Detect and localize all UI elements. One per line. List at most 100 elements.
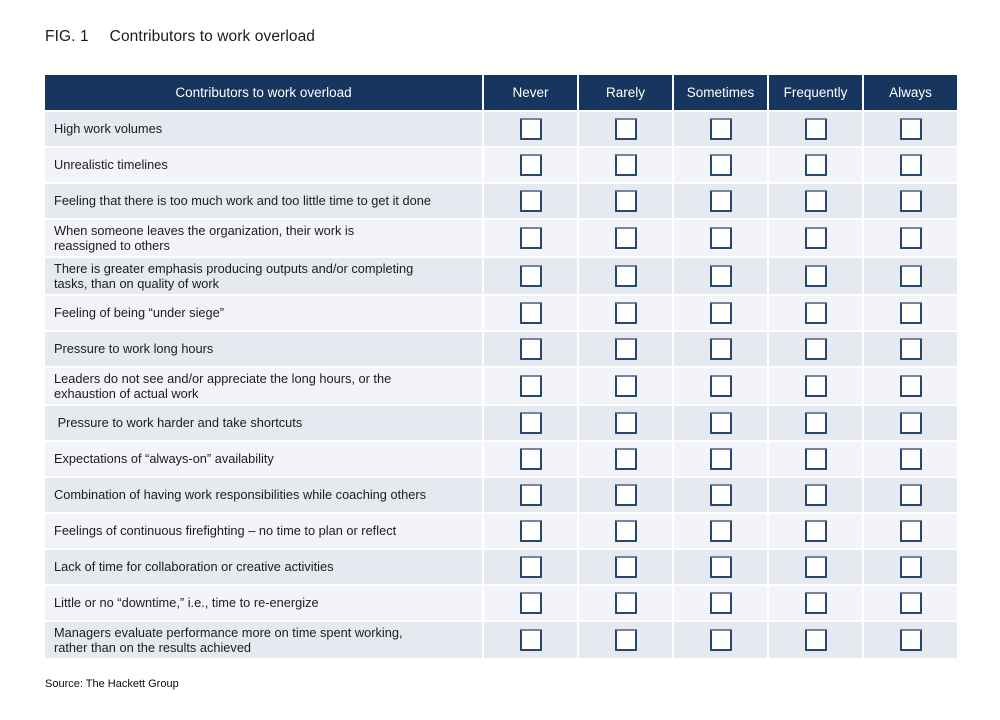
option-cell-frequently: [767, 332, 862, 366]
checkbox-r10-rarely[interactable]: [614, 448, 637, 470]
option-cell-always: [862, 258, 957, 294]
checkbox-r15-frequently[interactable]: [804, 629, 827, 651]
checkbox-r10-frequently[interactable]: [804, 448, 827, 470]
checkbox-r5-sometimes[interactable]: [709, 265, 732, 287]
checkbox-r9-never[interactable]: [519, 412, 542, 434]
checkbox-r8-frequently[interactable]: [804, 375, 827, 397]
checkbox-r11-frequently[interactable]: [804, 484, 827, 506]
checkbox-r6-frequently[interactable]: [804, 302, 827, 324]
row-label: Expectations of “always-on” availability: [54, 451, 274, 467]
checkbox-r1-sometimes[interactable]: [709, 118, 732, 140]
checkbox-r4-rarely[interactable]: [614, 227, 637, 249]
checkbox-r7-rarely[interactable]: [614, 338, 637, 360]
checkbox-r2-rarely[interactable]: [614, 154, 637, 176]
checkbox-r14-always[interactable]: [899, 592, 922, 614]
checkbox-r6-always[interactable]: [899, 302, 922, 324]
checkbox-r3-never[interactable]: [519, 190, 542, 212]
checkbox-r15-never[interactable]: [519, 629, 542, 651]
checkbox-r8-never[interactable]: [519, 375, 542, 397]
checkbox-r10-sometimes[interactable]: [709, 448, 732, 470]
checkbox-r6-never[interactable]: [519, 302, 542, 324]
checkbox-r2-never[interactable]: [519, 154, 542, 176]
checkbox-r2-always[interactable]: [899, 154, 922, 176]
checkbox-r13-sometimes[interactable]: [709, 556, 732, 578]
checkbox-r11-never[interactable]: [519, 484, 542, 506]
checkbox-r14-sometimes[interactable]: [709, 592, 732, 614]
checkbox-r10-always[interactable]: [899, 448, 922, 470]
checkbox-r9-rarely[interactable]: [614, 412, 637, 434]
option-cell-never: [482, 622, 577, 658]
checkbox-r7-never[interactable]: [519, 338, 542, 360]
checkbox-r3-sometimes[interactable]: [709, 190, 732, 212]
checkbox-r4-always[interactable]: [899, 227, 922, 249]
option-cell-sometimes: [672, 258, 767, 294]
option-cell-frequently: [767, 550, 862, 584]
checkbox-r2-frequently[interactable]: [804, 154, 827, 176]
checkbox-r12-frequently[interactable]: [804, 520, 827, 542]
checkbox-r3-always[interactable]: [899, 190, 922, 212]
row-label: Feeling of being “under siege”: [54, 305, 225, 321]
checkbox-r3-frequently[interactable]: [804, 190, 827, 212]
option-cell-never: [482, 220, 577, 256]
checkbox-r14-never[interactable]: [519, 592, 542, 614]
checkbox-r6-sometimes[interactable]: [709, 302, 732, 324]
checkbox-r8-sometimes[interactable]: [709, 375, 732, 397]
checkbox-r12-always[interactable]: [899, 520, 922, 542]
checkbox-r9-frequently[interactable]: [804, 412, 827, 434]
checkbox-r4-never[interactable]: [519, 227, 542, 249]
checkbox-r14-frequently[interactable]: [804, 592, 827, 614]
checkbox-r13-rarely[interactable]: [614, 556, 637, 578]
checkbox-r1-rarely[interactable]: [614, 118, 637, 140]
checkbox-r7-always[interactable]: [899, 338, 922, 360]
option-cell-frequently: [767, 514, 862, 548]
checkbox-r6-rarely[interactable]: [614, 302, 637, 324]
checkbox-r15-rarely[interactable]: [614, 629, 637, 651]
checkbox-r5-rarely[interactable]: [614, 265, 637, 287]
row-label: Pressure to work long hours: [54, 341, 214, 357]
option-cell-sometimes: [672, 220, 767, 256]
checkbox-r8-rarely[interactable]: [614, 375, 637, 397]
checkbox-r3-rarely[interactable]: [614, 190, 637, 212]
checkbox-r5-frequently[interactable]: [804, 265, 827, 287]
checkbox-r15-sometimes[interactable]: [709, 629, 732, 651]
checkbox-r5-never[interactable]: [519, 265, 542, 287]
checkbox-r4-frequently[interactable]: [804, 227, 827, 249]
checkbox-r11-rarely[interactable]: [614, 484, 637, 506]
checkbox-r9-sometimes[interactable]: [709, 412, 732, 434]
checkbox-r11-always[interactable]: [899, 484, 922, 506]
checkbox-r12-never[interactable]: [519, 520, 542, 542]
option-cell-never: [482, 368, 577, 404]
checkbox-r8-always[interactable]: [899, 375, 922, 397]
option-cell-frequently: [767, 478, 862, 512]
checkbox-r4-sometimes[interactable]: [709, 227, 732, 249]
checkbox-r12-rarely[interactable]: [614, 520, 637, 542]
checkbox-r1-always[interactable]: [899, 118, 922, 140]
option-cell-frequently: [767, 112, 862, 146]
checkbox-r2-sometimes[interactable]: [709, 154, 732, 176]
option-cell-frequently: [767, 184, 862, 218]
checkbox-r5-always[interactable]: [899, 265, 922, 287]
checkbox-r10-never[interactable]: [519, 448, 542, 470]
table-row: Feeling that there is too much work and …: [45, 182, 957, 218]
option-cell-frequently: [767, 258, 862, 294]
checkbox-r7-sometimes[interactable]: [709, 338, 732, 360]
checkbox-r15-always[interactable]: [899, 629, 922, 651]
checkbox-r11-sometimes[interactable]: [709, 484, 732, 506]
option-cell-sometimes: [672, 442, 767, 476]
option-cell-always: [862, 514, 957, 548]
option-cell-always: [862, 586, 957, 620]
checkbox-r9-always[interactable]: [899, 412, 922, 434]
checkbox-r14-rarely[interactable]: [614, 592, 637, 614]
option-cell-sometimes: [672, 478, 767, 512]
option-cell-always: [862, 622, 957, 658]
checkbox-r7-frequently[interactable]: [804, 338, 827, 360]
checkbox-r13-always[interactable]: [899, 556, 922, 578]
checkbox-r1-frequently[interactable]: [804, 118, 827, 140]
checkbox-r13-never[interactable]: [519, 556, 542, 578]
table-row: Unrealistic timelines: [45, 146, 957, 182]
checkbox-r12-sometimes[interactable]: [709, 520, 732, 542]
checkbox-r13-frequently[interactable]: [804, 556, 827, 578]
table-row: High work volumes: [45, 110, 957, 146]
checkbox-r1-never[interactable]: [519, 118, 542, 140]
option-cell-rarely: [577, 258, 672, 294]
